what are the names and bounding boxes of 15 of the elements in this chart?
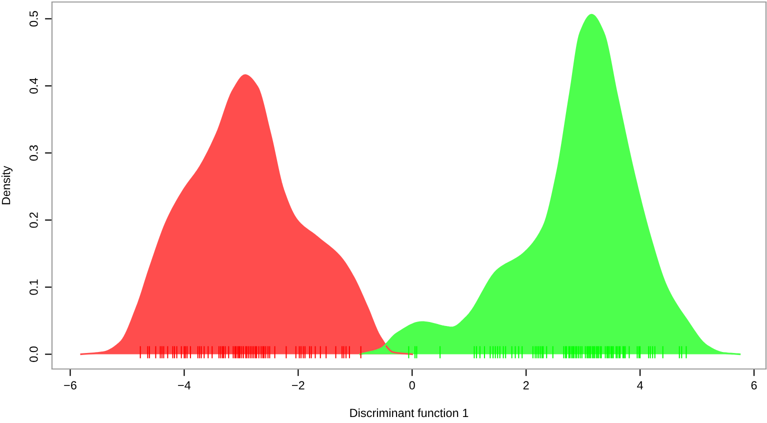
x-tick-label: 4 [637, 381, 644, 390]
x-tick-label: −4 [178, 381, 191, 390]
y-tick-label: 0.2 [30, 212, 38, 228]
x-tick-label: 2 [523, 381, 529, 390]
x-tick-label: 6 [751, 381, 757, 390]
x-tick-label: 0 [409, 381, 415, 390]
y-tick-label: 0.4 [30, 78, 38, 94]
x-axis-title: Discriminant function 1 [350, 408, 468, 418]
x-tick-label: −6 [64, 381, 76, 390]
y-tick-label: 0.0 [30, 346, 38, 362]
y-tick-label: 0.5 [30, 11, 38, 27]
x-tick-label: −2 [292, 381, 304, 390]
y-axis-title: Density [2, 166, 13, 204]
y-tick-label: 0.3 [30, 145, 38, 161]
y-tick-label: 0.1 [30, 280, 38, 295]
